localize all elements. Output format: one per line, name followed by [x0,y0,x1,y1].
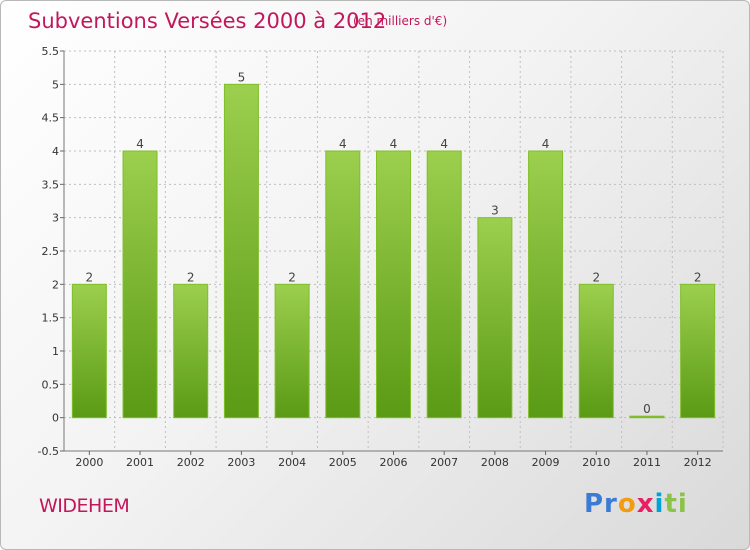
bar [629,415,665,419]
commune-name: WIDEHEM [39,495,130,517]
logo-part: o [617,489,637,519]
data-label: 5 [238,70,246,84]
axes: -0.5 0 0.5 1 1.5 2 2.5 3 3.5 4 4.5 5 5.5 2000 2001 2002… [38,45,723,469]
x-tick-label: 2001 [126,456,154,469]
bar [122,150,158,419]
bar [325,150,361,419]
bar [528,150,564,419]
x-tick-label: 2007 [430,456,458,469]
y-tick-label: -0.5 [38,445,59,458]
chart-subtitle: (en milliers d'€) [353,14,448,28]
x-tick-label: 2000 [75,456,103,469]
data-label: 4 [136,137,144,151]
logo-part: x [636,489,655,519]
data-label: 2 [592,270,600,284]
data-label: 4 [542,137,550,151]
chart-title: Subventions Versées 2000 à 2012 [28,9,387,33]
y-tick-label: 1.5 [42,312,60,325]
bar [223,83,259,419]
data-label: 4 [390,137,398,151]
y-tick-label: 4 [52,145,59,158]
data-label: 2 [288,270,296,284]
data-label: 2 [694,270,702,284]
bar [477,217,513,419]
bar [680,283,716,419]
y-tick-label: 2 [52,278,59,291]
bar [578,283,614,419]
data-label: 2 [187,270,195,284]
bars [71,83,716,419]
x-tick-label: 2012 [684,456,712,469]
bar [426,150,462,419]
bar [274,283,310,419]
y-tick-label: 5 [52,78,59,91]
logo-part: i [654,489,665,519]
bar [376,150,411,419]
labels: 2 4 2 5 2 4 4 4 3 4 2 0 2 [86,70,702,416]
data-label: 4 [339,137,347,151]
bar [71,283,107,419]
x-tick-label: 2011 [633,456,661,469]
proxiti-logo: Proxiti [584,489,688,519]
y-tick-label: 3 [52,212,59,225]
data-label: 0 [643,402,651,416]
y-tick-label: 5.5 [42,45,60,58]
y-tick-label: 3.5 [42,178,60,191]
y-tick-label: 0 [52,412,59,425]
y-tick-label: 2.5 [42,245,60,258]
logo-part: ti [664,489,688,519]
y-tick-label: 4.5 [42,112,60,125]
data-label: 4 [440,137,448,151]
x-tick-label: 2008 [481,456,509,469]
logo-part: Pr [584,489,618,519]
x-tick-label: 2002 [177,456,205,469]
x-tick-label: 2009 [532,456,560,469]
y-tick-label: 1 [52,345,59,358]
x-tick-label: 2004 [278,456,306,469]
x-tick-label: 2010 [582,456,610,469]
bar [173,283,209,419]
x-tick-label: 2003 [227,456,255,469]
data-label: 3 [491,204,499,218]
data-label: 2 [86,270,94,284]
x-tick-label: 2005 [329,456,357,469]
y-tick-label: 0.5 [42,378,60,391]
x-tick-label: 2006 [380,456,408,469]
